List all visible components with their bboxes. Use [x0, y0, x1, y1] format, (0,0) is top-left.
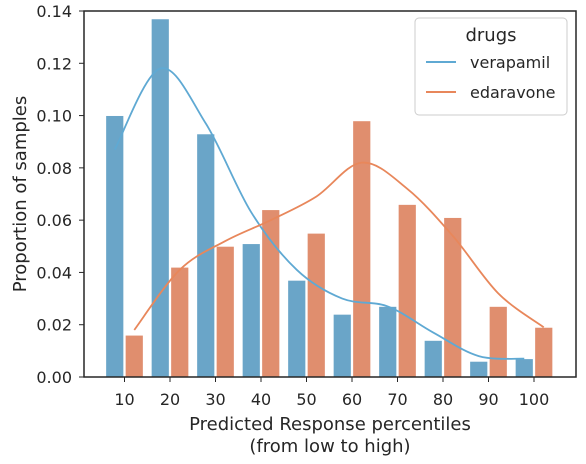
- plot-frame: [83, 10, 577, 378]
- x-axis-ticks: 10 20 30 40 50 60 70 80 90 100: [114, 377, 549, 409]
- bar-edaravone-100: [534, 326, 554, 378]
- x-tick-label: 90: [478, 390, 498, 409]
- bar-edaravone-70: [397, 204, 417, 378]
- kde-layer: [113, 67, 545, 360]
- bar-edaravone-80: [443, 217, 463, 378]
- bar-verapamil-60: [332, 313, 352, 378]
- y-tick-label: 0.00: [36, 368, 72, 387]
- kde-line-verapamil: [113, 67, 525, 360]
- legend-label-edaravone: edaravone: [470, 83, 555, 102]
- y-tick-label: 0.08: [36, 159, 72, 178]
- x-tick-label: 100: [519, 390, 550, 409]
- y-tick-label: 0.14: [36, 2, 72, 21]
- bar-edaravone-40: [261, 209, 281, 378]
- y-tick-label: 0.06: [36, 211, 72, 230]
- x-tick-label: 40: [251, 390, 271, 409]
- kde-line-edaravone: [133, 161, 545, 331]
- bar-verapamil-100: [514, 358, 534, 378]
- legend-label-verapamil: verapamil: [470, 53, 550, 72]
- x-tick-label: 20: [160, 390, 180, 409]
- bar-edaravone-90: [488, 306, 508, 378]
- bar-edaravone-10: [124, 334, 144, 378]
- bar-edaravone-30: [215, 245, 235, 378]
- y-axis-label: Proportion of samples: [10, 96, 31, 293]
- bar-verapamil-90: [469, 360, 489, 378]
- x-tick-label: 70: [387, 390, 407, 409]
- bar-edaravone-20: [170, 266, 190, 378]
- x-tick-label: 10: [114, 390, 134, 409]
- x-tick-label: 60: [342, 390, 362, 409]
- legend-box: [414, 17, 568, 116]
- legend: drugs verapamil edaravone: [414, 17, 568, 116]
- y-tick-label: 0.12: [36, 54, 72, 73]
- x-tick-label: 50: [296, 390, 316, 409]
- y-tick-label: 0.02: [36, 316, 72, 335]
- x-tick-label: 80: [433, 390, 453, 409]
- y-tick-label: 0.10: [36, 107, 72, 126]
- x-tick-label: 30: [205, 390, 225, 409]
- bar-verapamil-70: [378, 306, 398, 378]
- x-axis-label-line1: Predicted Response percentiles: [189, 414, 471, 435]
- y-axis-ticks: 0.00 0.02 0.04 0.06 0.08 0.10 0.12 0.14: [36, 2, 84, 387]
- bar-verapamil-80: [423, 339, 443, 378]
- bar-verapamil-40: [241, 243, 261, 378]
- bar-verapamil-10: [105, 115, 125, 378]
- bar-verapamil-50: [287, 279, 307, 378]
- bar-edaravone-50: [306, 232, 326, 378]
- y-tick-label: 0.04: [36, 263, 72, 282]
- bar-edaravone-60: [352, 120, 372, 378]
- x-axis-label-line2: (from low to high): [249, 436, 410, 457]
- legend-title: drugs: [465, 25, 516, 46]
